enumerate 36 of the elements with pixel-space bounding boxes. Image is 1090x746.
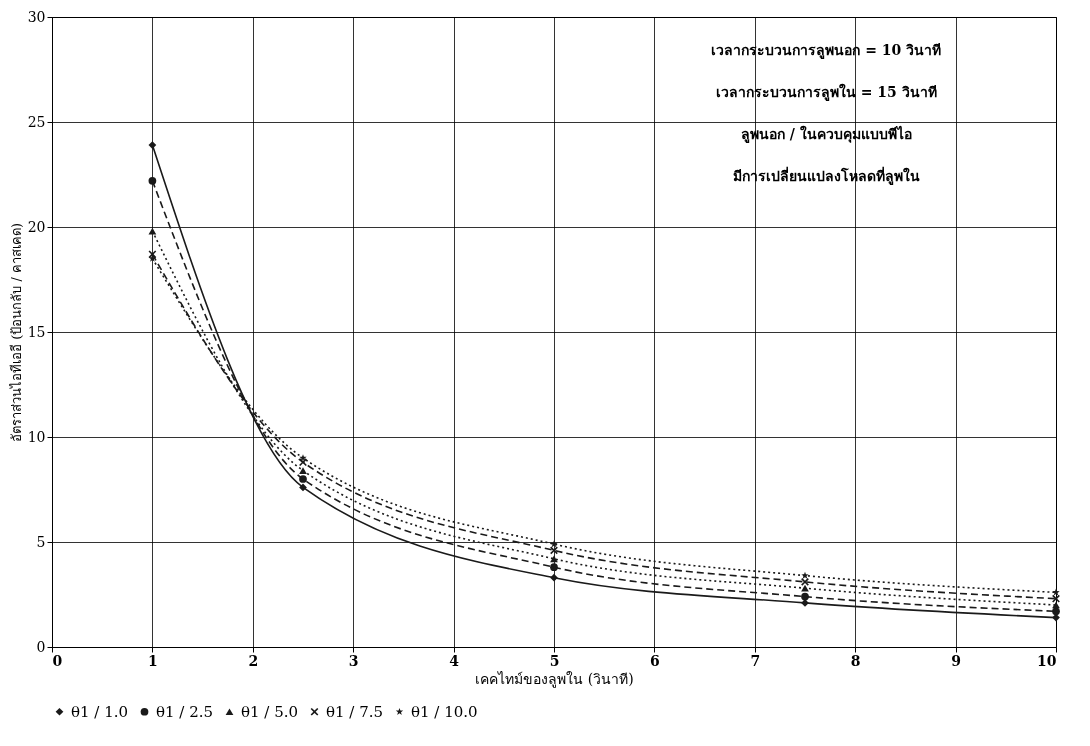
x-tick-label: 4 [449,652,460,669]
x-axis-title: เคคไทม์ของลูพใน (วินาที) [475,670,634,688]
point [1052,588,1060,596]
point [148,141,157,149]
point [801,571,809,579]
x-tick-label: 2 [248,652,259,669]
x-tick-label: 7 [750,652,761,669]
x-tick-label: 6 [650,652,660,669]
point [801,578,809,586]
x-tick-label: 5 [549,652,560,669]
legend-label: θ1 / 5.0 [241,702,299,721]
point [801,584,809,592]
x-tick-label: 1 [148,652,158,669]
x-tick-label: 10 [1037,652,1057,669]
point [1052,607,1060,616]
y-tick-label: 25 [27,113,46,130]
x-tick-label: 3 [348,652,359,669]
y-tick-label: 10 [27,428,46,445]
point [550,563,558,572]
y-tick-label: 30 [27,8,46,25]
x-tick-label: 9 [951,652,961,669]
legend-label: θ1 / 1.0 [71,702,129,721]
y-axis-title: อัตราส่วนไอทีเออี (ป้อนกลับ / คาสเคด) [8,223,24,442]
x-tick-label: 8 [850,652,861,669]
y-tick-label: 0 [36,638,46,655]
point [148,227,157,235]
y-tick-label: 5 [36,533,46,550]
y-tick-label: 20 [27,218,46,235]
y-tick-label: 15 [27,323,46,340]
legend-label: θ1 / 10.0 [411,702,478,721]
point [550,555,558,563]
x-tick-label: 0 [52,652,63,669]
point [148,176,157,185]
legend-label: θ1 / 2.5 [156,702,214,721]
point [299,475,307,483]
legend-label: θ1 / 7.5 [326,702,384,721]
